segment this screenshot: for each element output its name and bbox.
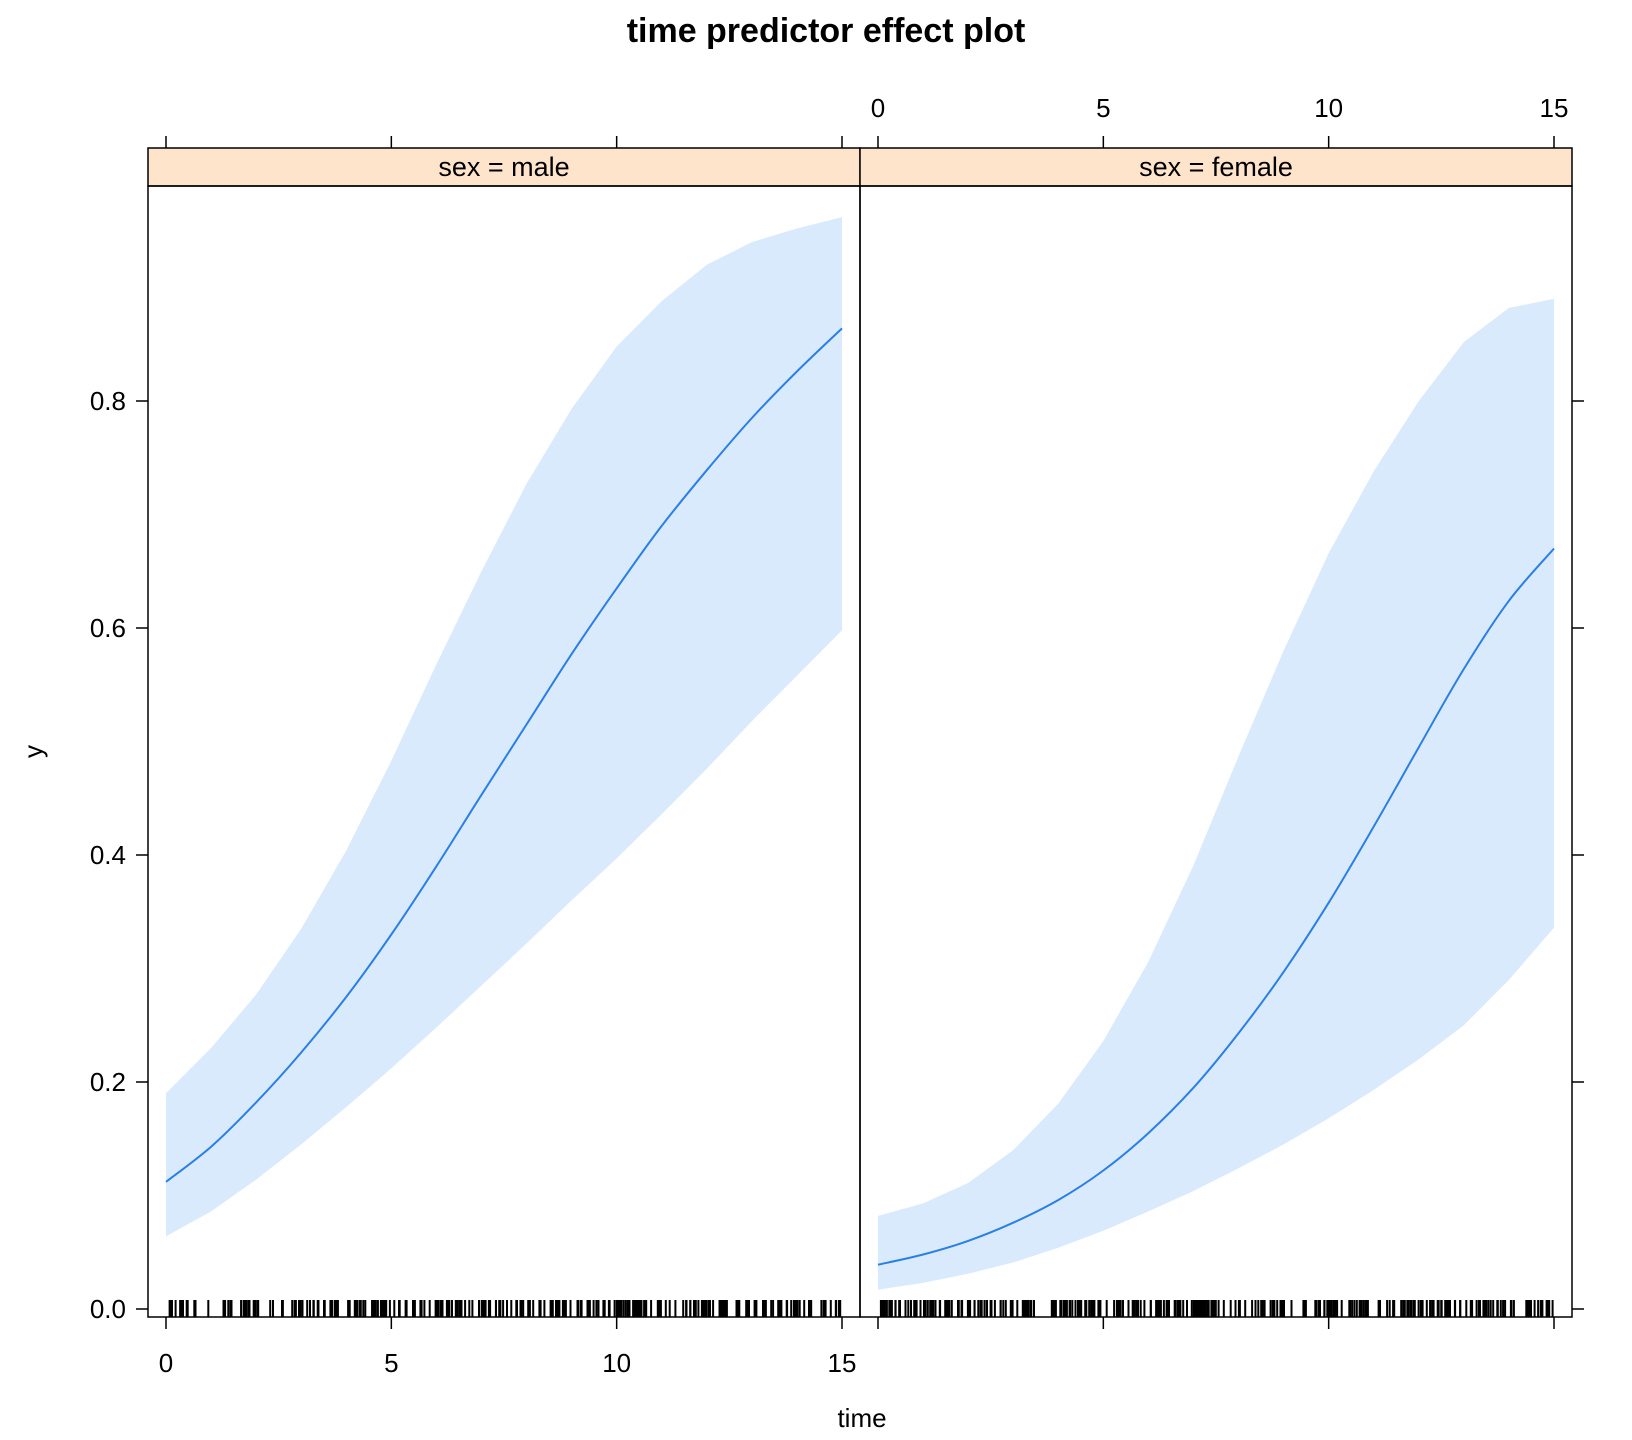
fit-line bbox=[165, 327, 843, 1183]
x-tick-label-top: 10 bbox=[1314, 93, 1343, 123]
axes-group: 0 5 10 15 0 5 10 15 0.0 0.2 0.4 0.6 0.8 bbox=[90, 93, 1584, 1378]
strip-background bbox=[147, 147, 861, 187]
x-tick-label: 10 bbox=[602, 1348, 631, 1378]
x-tick-label: 5 bbox=[384, 1348, 398, 1378]
x-tick-label-top: 15 bbox=[1540, 93, 1569, 123]
fit-line bbox=[877, 547, 1555, 1266]
panel-border bbox=[859, 185, 1573, 1318]
strip-label: sex = male bbox=[438, 152, 569, 182]
rug bbox=[879, 1300, 1554, 1317]
x-tick-label: 15 bbox=[828, 1348, 857, 1378]
x-tick-label-top: 5 bbox=[1096, 93, 1110, 123]
x-axis-label: time bbox=[837, 1403, 886, 1433]
y-tick-label: 0.0 bbox=[90, 1294, 126, 1324]
strip-label: sex = female bbox=[1139, 152, 1293, 182]
panel-male: sex = male bbox=[147, 147, 861, 1318]
y-tick-label: 0.4 bbox=[90, 840, 126, 870]
panels-group: sex = male sex = female bbox=[147, 147, 1573, 1318]
rug bbox=[168, 1300, 842, 1317]
chart-title: time predictor effect plot bbox=[627, 12, 1026, 50]
y-tick-label: 0.8 bbox=[90, 386, 126, 416]
x-tick-label-top: 0 bbox=[871, 93, 885, 123]
confidence-band bbox=[166, 217, 842, 1237]
y-tick-label: 0.2 bbox=[90, 1067, 126, 1097]
y-tick-label: 0.6 bbox=[90, 613, 126, 643]
x-tick-label: 0 bbox=[159, 1348, 173, 1378]
y-axis-label: y bbox=[18, 745, 48, 758]
panel-female: sex = female bbox=[859, 147, 1573, 1318]
confidence-band bbox=[878, 298, 1554, 1290]
strip-background bbox=[859, 147, 1573, 187]
